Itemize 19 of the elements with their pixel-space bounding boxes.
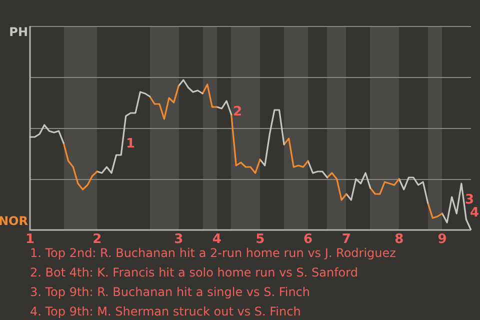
x-tick-label: 9: [438, 232, 447, 248]
x-tick-label: 4: [212, 232, 222, 248]
x-tick-label: 7: [342, 232, 351, 248]
text: 1. Top 2nd: R. Buchanan hit a 2-run home run vs J. Rodriguez: [30, 246, 396, 260]
x-tick-label: 2: [92, 232, 102, 248]
text: 2. Bot 4th: K. Francis hit a solo home run vs S. Sanford: [30, 266, 358, 280]
annotation: 4: [470, 205, 480, 220]
text: NOR: [0, 214, 28, 228]
x-tick-label: 8: [394, 232, 404, 248]
text: 3. Top 9th: R. Buchanan hit a single vs S. Finch: [30, 285, 310, 300]
text: 4. Top 9th: M. Sherman struck out vs S. Finch: [30, 304, 301, 319]
annotation: 3: [465, 192, 474, 208]
x-tick-label: 6: [304, 232, 313, 248]
text: PH: [9, 25, 28, 40]
x-tick-label: 1: [25, 232, 35, 248]
annotation: 1: [126, 136, 136, 152]
x-tick-label: 3: [174, 232, 184, 248]
annotation: 2: [233, 104, 242, 120]
x-tick-label: 5: [256, 232, 265, 248]
